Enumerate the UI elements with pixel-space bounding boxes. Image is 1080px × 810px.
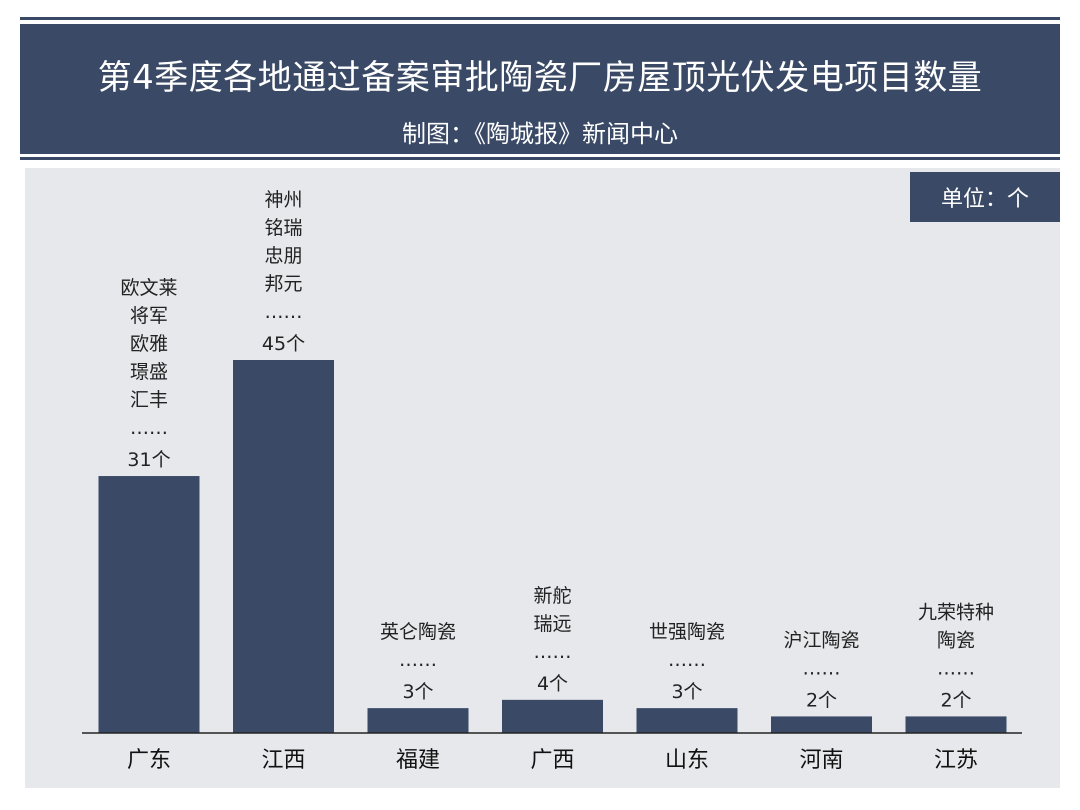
bar-0 [98,476,200,733]
annotation-4-1: …… [668,649,706,671]
annotation-5-0: 沪江陶瓷 [783,629,859,651]
annotation-5-1: …… [803,657,841,679]
annotation-6-0: 九荣特种 [918,601,994,623]
top-rule [20,17,1060,20]
annotation-0-0: 欧文莱 [120,277,177,299]
annotation-1-4: …… [265,301,303,323]
annotation-2-1: …… [399,649,437,671]
annotation-3-0: 新舵 [533,585,571,607]
annotation-6-2: …… [937,657,975,679]
category-label-6: 江苏 [934,748,978,773]
annotation-1-3: 邦元 [264,273,302,295]
value-label-2: 3个 [402,681,433,703]
category-label-5: 河南 [799,748,843,773]
annotation-1-1: 铭瑞 [264,217,302,239]
annotation-3-2: …… [534,641,572,663]
category-label-2: 福建 [396,748,440,773]
chart-title: 第4季度各地通过备案审批陶瓷厂房屋顶光伏发电项目数量 [97,58,983,98]
unit-badge: 单位：个 [910,172,1060,222]
bottom-rule [20,157,1060,160]
value-label-4: 3个 [671,681,702,703]
annotation-3-1: 瑞远 [533,613,571,635]
annotation-1-0: 神州 [264,189,302,211]
bar-4 [636,708,738,733]
annotation-1-2: 忠朋 [264,245,302,267]
annotation-0-3: 璟盛 [130,361,168,383]
annotation-4-0: 世强陶瓷 [649,621,725,643]
bar-6 [905,716,1007,733]
category-label-0: 广东 [127,748,171,773]
value-label-3: 4个 [537,673,568,695]
annotation-2-0: 英仑陶瓷 [380,621,456,643]
annotation-0-2: 欧雅 [130,333,168,355]
value-label-5: 2个 [806,689,837,711]
bar-1 [233,360,334,733]
value-label-0: 31个 [127,449,170,471]
annotation-6-1: 陶瓷 [937,629,975,651]
category-label-3: 广西 [530,748,574,773]
category-label-4: 山东 [665,748,709,773]
header-banner: 第4季度各地通过备案审批陶瓷厂房屋顶光伏发电项目数量 制图：《陶城报》新闻中心 [20,24,1060,154]
bar-2 [367,708,469,733]
bar-3 [502,699,603,733]
category-label-1: 江西 [261,748,305,773]
chart-subtitle: 制图：《陶城报》新闻中心 [402,120,678,148]
bar-5 [771,716,872,733]
annotation-0-5: …… [130,417,168,439]
annotation-0-1: 将军 [130,305,168,327]
annotation-0-4: 汇丰 [130,389,168,411]
value-label-1: 45个 [262,333,305,355]
value-label-6: 2个 [940,689,971,711]
